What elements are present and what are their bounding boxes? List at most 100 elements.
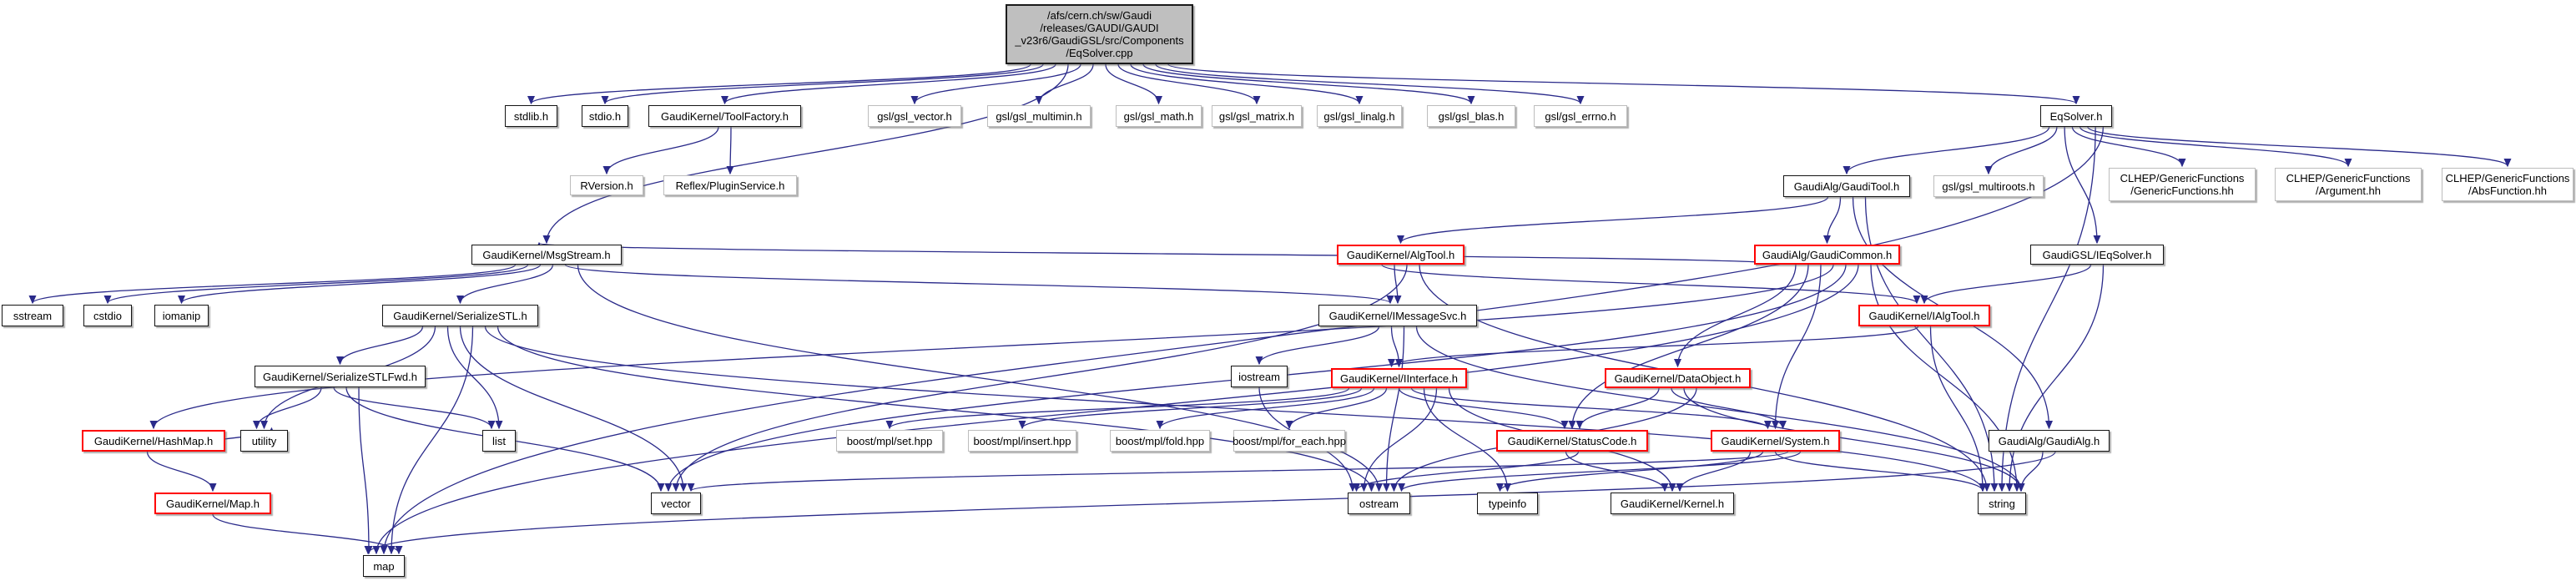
- node-utility[interactable]: utility: [240, 430, 288, 452]
- node-stdio[interactable]: stdio.h: [582, 105, 628, 127]
- node-label: sstream: [13, 309, 53, 322]
- node-ieqsolver[interactable]: GaudiGSL/IEqSolver.h: [2030, 245, 2164, 265]
- edge-toolfactory-to-reflex: [726, 126, 734, 175]
- edge-eqsolver_h-to-gsl_multiroots: [1984, 126, 2058, 175]
- edge-iinterface-to-boost_set: [885, 387, 1350, 430]
- node-label: iomanip: [162, 309, 201, 322]
- edge-eqsolver_h-to-clhep_argument: [2079, 126, 2352, 168]
- edge-system-to-vector: [687, 451, 1789, 493]
- node-label: CLHEP/GenericFunctions: [2120, 172, 2245, 184]
- node-label: GaudiAlg/GaudiAlg.h: [1998, 434, 2100, 447]
- edge-gauditool-to-gaudicommon: [1822, 196, 1842, 245]
- node-msgstream[interactable]: GaudiKernel/MsgStream.h: [471, 245, 622, 265]
- edge-imessagesvc-to-iostream: [1255, 326, 1380, 366]
- edge-dataobject-to-statuscode: [1575, 387, 1660, 430]
- node-label: GaudiKernel/ToolFactory.h: [661, 109, 789, 123]
- edge-system-to-string: [1774, 451, 1987, 493]
- node-gaudialg[interactable]: GaudiAlg/GaudiAlg.h: [1989, 430, 2110, 452]
- edge-serializestl-to-map: [387, 326, 474, 555]
- node-reflex: Reflex/PluginService.h: [663, 175, 797, 195]
- node-iostream[interactable]: iostream: [1231, 366, 1288, 387]
- node-label: GaudiGSL/IEqSolver.h: [2042, 248, 2152, 261]
- edge-serializestlfwd-to-list: [333, 386, 496, 430]
- edge-msgstream-to-sstream: [28, 264, 517, 305]
- node-string[interactable]: string: [1978, 493, 2026, 514]
- edge-algtool-to-vector: [672, 264, 1408, 493]
- node-label: boost/mpl/set.hpp: [846, 434, 933, 447]
- edge-iinterface-to-boost_fold: [1156, 387, 1375, 430]
- node-label: stdlib.h: [513, 109, 549, 123]
- edge-main-to-gsl_math: [1105, 63, 1163, 105]
- edge-iinterface-to-statuscode: [1398, 387, 1569, 430]
- node-serializestlfwd[interactable]: GaudiKernel/SerializeSTLFwd.h: [255, 366, 426, 387]
- node-label: GaudiAlg/GaudiTool.h: [1793, 179, 1900, 193]
- edge-main-to-stdlib: [527, 63, 1031, 105]
- node-clhep_absfunction: CLHEP/GenericFunctions/AbsFunction.hh: [2442, 168, 2573, 201]
- node-list[interactable]: list: [482, 430, 516, 452]
- node-gsl_matrix: gsl/gsl_matrix.h: [1212, 105, 1302, 127]
- node-eqsolver_h[interactable]: EqSolver.h: [2040, 105, 2112, 127]
- node-label: GaudiKernel/StatusCode.h: [1507, 434, 1637, 447]
- node-label: GaudiKernel/System.h: [1721, 434, 1830, 447]
- node-gsl_linalg: gsl/gsl_linalg.h: [1317, 105, 1402, 127]
- edge-serializestlfwd-to-utility: [252, 386, 322, 430]
- node-dataobject[interactable]: GaudiKernel/DataObject.h: [1605, 368, 1751, 388]
- node-label: iostream: [1238, 370, 1280, 383]
- node-gsl_blas: gsl/gsl_blas.h: [1427, 105, 1515, 127]
- node-label: CLHEP/GenericFunctions: [2286, 172, 2411, 184]
- edge-msgstream-to-cstdio: [103, 264, 529, 305]
- node-algtool[interactable]: GaudiKernel/AlgTool.h: [1337, 245, 1464, 265]
- node-iinterface[interactable]: GaudiKernel/IInterface.h: [1331, 368, 1467, 388]
- edge-dataobject-to-system: [1671, 387, 1787, 430]
- node-label: GaudiKernel/SerializeSTL.h: [393, 309, 527, 322]
- edge-eqsolver_h-to-clhep_absfunction: [2087, 126, 2512, 168]
- node-serializestl[interactable]: GaudiKernel/SerializeSTL.h: [382, 305, 538, 326]
- node-label: GaudiKernel/Map.h: [165, 497, 260, 510]
- node-imessagesvc[interactable]: GaudiKernel/IMessageSvc.h: [1318, 305, 1477, 326]
- node-map_h[interactable]: GaudiKernel/Map.h: [154, 493, 271, 514]
- node-stdlib[interactable]: stdlib.h: [505, 105, 557, 127]
- node-iomanip[interactable]: iomanip: [154, 305, 209, 326]
- edge-main-to-gsl_linalg: [1130, 63, 1364, 105]
- node-ialgtool[interactable]: GaudiKernel/IAlgTool.h: [1858, 305, 1990, 326]
- edge-iinterface-to-boost_foreach: [1285, 387, 1388, 430]
- node-cstdio[interactable]: cstdio: [83, 305, 132, 326]
- edge-main-to-gsl_matrix: [1117, 63, 1261, 105]
- node-label: /GenericFunctions.hh: [2130, 184, 2234, 197]
- edge-iinterface-to-ostream: [1359, 387, 1438, 493]
- edge-msgstream-to-serializestl: [456, 264, 554, 305]
- node-ostream[interactable]: ostream: [1348, 493, 1410, 514]
- node-main[interactable]: /afs/cern.ch/sw/Gaudi/releases/GAUDI/GAU…: [1006, 4, 1193, 64]
- node-statuscode[interactable]: GaudiKernel/StatusCode.h: [1496, 430, 1648, 452]
- node-label: RVersion.h: [580, 179, 633, 192]
- node-label: GaudiKernel/SerializeSTLFwd.h: [263, 370, 417, 383]
- node-typeinfo[interactable]: typeinfo: [1477, 493, 1538, 514]
- node-vector[interactable]: vector: [651, 493, 701, 514]
- node-sstream[interactable]: sstream: [2, 305, 63, 326]
- edge-gaudicommon-to-system: [1771, 264, 1822, 430]
- edge-main-to-eqsolver_h: [1167, 63, 2080, 105]
- node-map[interactable]: map: [363, 555, 405, 577]
- edge-main-to-gsl_errno: [1155, 63, 1585, 105]
- node-hashmap[interactable]: GaudiKernel/HashMap.h: [82, 430, 225, 452]
- node-boost_fold: boost/mpl/fold.hpp: [1110, 430, 1210, 452]
- edge-ialgtool-to-iinterface: [1388, 326, 1919, 368]
- node-label: EqSolver.h: [2049, 109, 2103, 123]
- node-label: gsl/gsl_multimin.h: [996, 109, 1082, 123]
- node-gauditool[interactable]: GaudiAlg/GaudiTool.h: [1783, 175, 1910, 197]
- edge-ialgtool-to-string: [1929, 326, 1987, 493]
- node-label: GaudiKernel/HashMap.h: [93, 434, 214, 447]
- edge-imessagesvc-to-ostream: [1382, 326, 1405, 493]
- node-boost_foreach: boost/mpl/for_each.hpp: [1233, 430, 1346, 452]
- node-label: GaudiKernel/IAlgTool.h: [1868, 309, 1980, 322]
- node-kernel[interactable]: GaudiKernel/Kernel.h: [1611, 493, 1734, 514]
- node-clhep_argument: CLHEP/GenericFunctions/Argument.hh: [2275, 168, 2422, 201]
- edge-iinterface-to-system: [1410, 387, 1772, 430]
- node-system[interactable]: GaudiKernel/System.h: [1711, 430, 1840, 452]
- node-gaudicommon[interactable]: GaudiAlg/GaudiCommon.h: [1754, 245, 1900, 265]
- node-label: GaudiKernel/Kernel.h: [1620, 497, 1725, 510]
- edge-eqsolver_h-to-string: [1998, 126, 2096, 493]
- edge-system-to-ostream: [1398, 451, 1802, 493]
- node-toolfactory[interactable]: GaudiKernel/ToolFactory.h: [648, 105, 801, 127]
